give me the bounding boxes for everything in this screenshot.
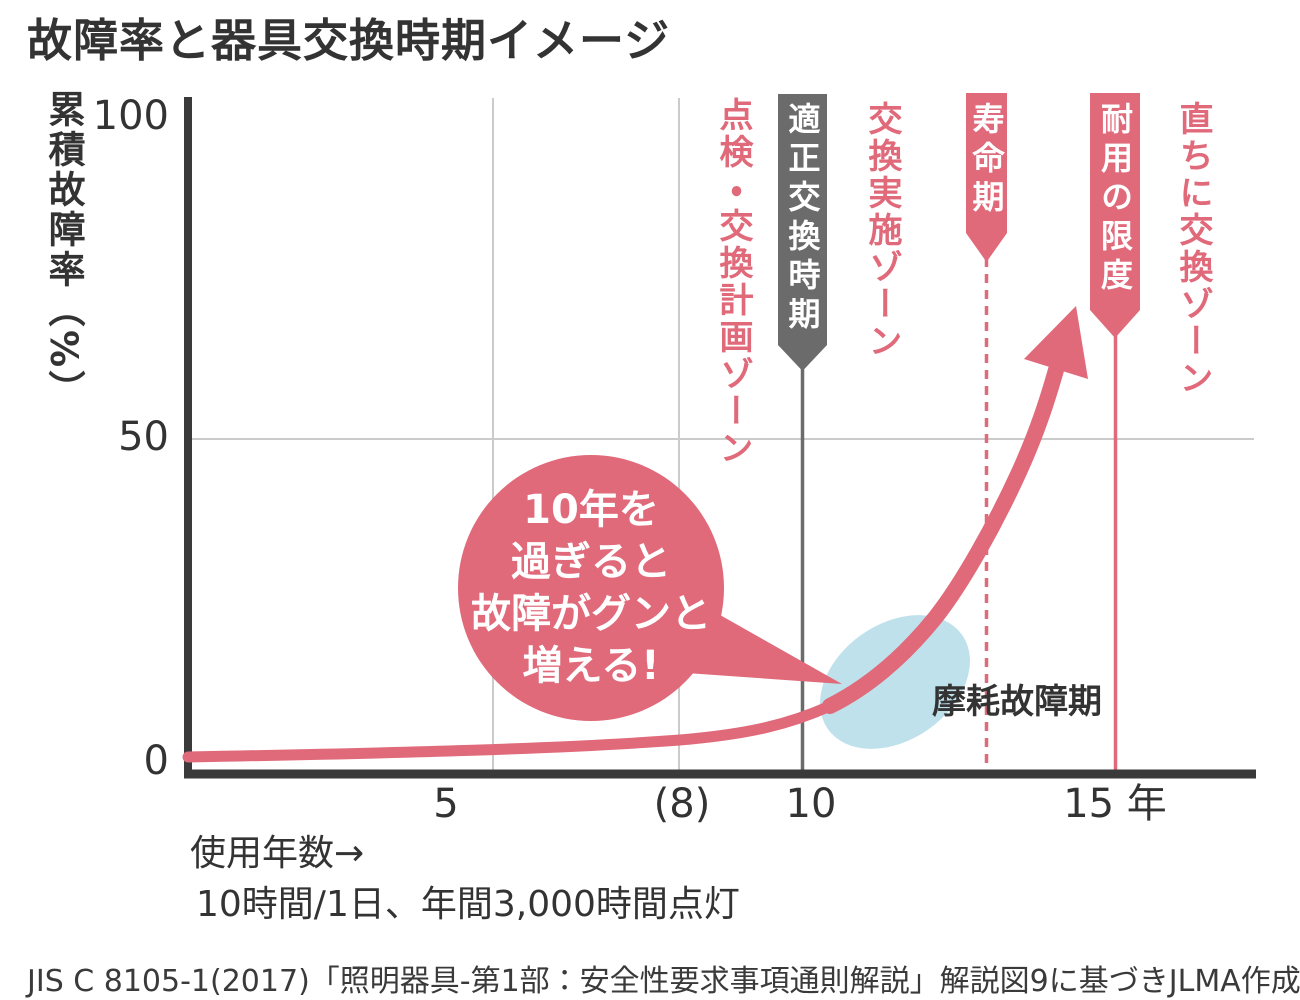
x-tick-8: (8) bbox=[653, 781, 711, 827]
speech-bubble-line-3: 故障がグンと bbox=[471, 591, 711, 637]
banner-label-lifetime: 寿命期 bbox=[966, 102, 1007, 219]
x-tick-5: 5 bbox=[433, 781, 459, 827]
y-axis-title: 累積故障率（%） bbox=[42, 90, 85, 411]
banner-label-proper-replacement-text: 適正交換時期 bbox=[783, 102, 822, 336]
speech-bubble bbox=[458, 455, 724, 721]
speech-bubble-text: 10年を 過ぎると 故障がグンと 増える! bbox=[451, 462, 731, 714]
failure-curve-steep bbox=[822, 362, 1064, 714]
y-tick-0: 0 bbox=[143, 738, 169, 784]
speech-bubble-line-1: 10年を bbox=[523, 487, 659, 533]
wearout-ellipse bbox=[820, 615, 970, 749]
wearout-label: 摩耗故障期 bbox=[932, 682, 1102, 722]
durability-limit-banner bbox=[1090, 93, 1140, 338]
proper-replacement-banner bbox=[778, 94, 827, 371]
zone-label-inspection-plan: 点検・交換計画ゾーン bbox=[713, 97, 753, 467]
banner-label-lifetime-text: 寿命期 bbox=[967, 102, 1006, 219]
banner-label-proper-replacement: 適正交換時期 bbox=[778, 102, 827, 336]
lifetime-banner bbox=[966, 93, 1007, 262]
zone-label-immediate-replacement: 直ちに交換ゾーン bbox=[1173, 101, 1213, 397]
source-note: JIS C 8105-1(2017)「照明器具-第1部：安全性要求事項通則解説」… bbox=[27, 964, 1300, 999]
x-tick-15: 15 年 bbox=[1063, 781, 1167, 827]
speech-bubble-line-2: 過ぎると bbox=[511, 539, 671, 585]
banner-label-durability-limit-text: 耐用の限度 bbox=[1096, 102, 1134, 297]
speech-bubble-line-4: 増える! bbox=[522, 643, 660, 689]
x-tick-10: 10 bbox=[785, 781, 837, 827]
y-tick-50: 50 bbox=[118, 414, 169, 460]
banner-label-durability-limit: 耐用の限度 bbox=[1090, 102, 1140, 297]
y-tick-100: 100 bbox=[92, 93, 169, 139]
page-title: 故障率と器具交換時期イメージ bbox=[27, 14, 671, 67]
zone-label-replacement-execution: 交換実施ゾーン bbox=[862, 101, 902, 360]
x-axis-subtitle: 10時間/1日、年間3,000時間点灯 bbox=[196, 884, 740, 925]
x-axis-title: 使用年数→ bbox=[190, 833, 365, 874]
curve-arrowhead-icon bbox=[1024, 306, 1088, 379]
